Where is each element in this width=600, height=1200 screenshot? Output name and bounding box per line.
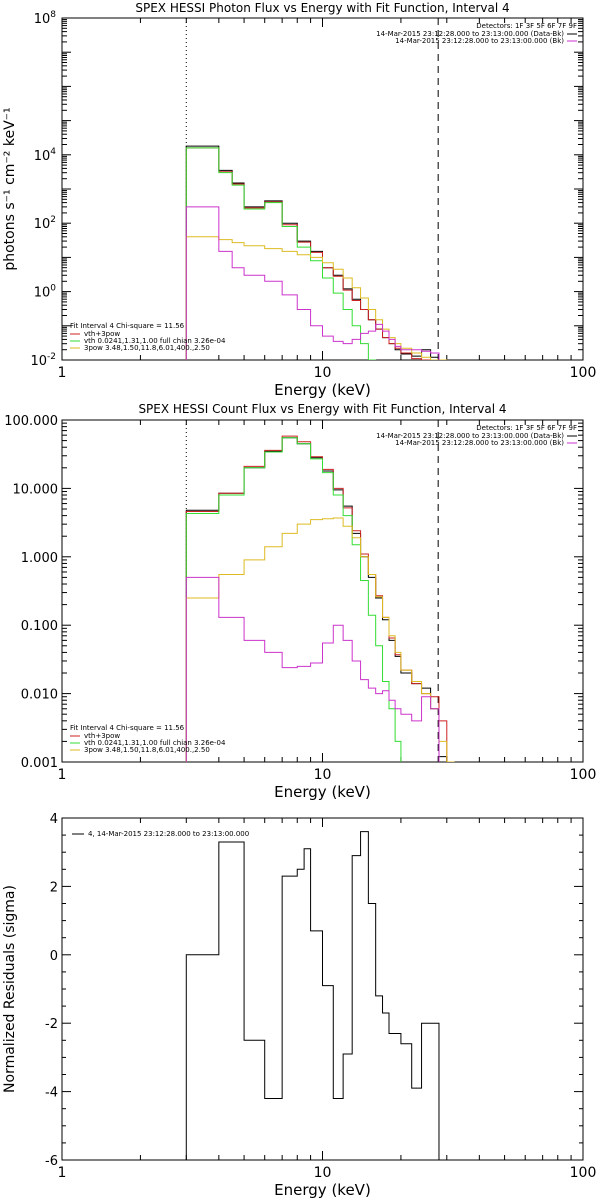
- y-tick-exponent: 4: [50, 147, 56, 157]
- y-axis-label: photons s⁻¹ cm⁻² keV⁻¹: [2, 107, 18, 270]
- y-tick-exponent: 8: [50, 10, 56, 20]
- y-tick-label: 0: [50, 949, 58, 964]
- series-vth-3pow: [185, 435, 448, 762]
- x-tick-label: 1: [58, 767, 67, 783]
- series-bk: [185, 576, 440, 762]
- y-tick-label: -2: [45, 1017, 58, 1032]
- chart-panel-3: 1 10 100 Energy (keV) -6 -4 -2 0 2 4 Normalized Re…: [2, 812, 596, 1199]
- chart-title: SPEX HESSI Photon Flux vs Energy with Fi…: [135, 1, 509, 15]
- y-tick-label: 100: [34, 284, 57, 301]
- y-tick-label: 0.010: [21, 688, 58, 703]
- y-tick-label: 108: [34, 10, 57, 27]
- legend-entry: 14-Mar-2015 23:12:28.000 to 23:13:00.000…: [376, 432, 564, 440]
- legend-entry: 14-Mar-2015 23:12:28.000 to 23:13:00.000…: [376, 30, 564, 38]
- series-data: [185, 437, 448, 762]
- x-axis-label: Energy (keV): [274, 1181, 371, 1199]
- legend-detectors: Detectors: 1F 3F 5F 6F 7F 9F: [476, 22, 577, 30]
- x-axis-label: Energy (keV): [274, 381, 371, 399]
- legend-entry: 3pow 3.48,1.50,11.8,6.01,400.,2.50: [84, 344, 210, 352]
- y-tick-label: 0.100: [21, 619, 58, 634]
- y-tick-exponent: 0: [50, 284, 56, 294]
- y-tick-label: -4: [45, 1086, 58, 1101]
- x-tick-label: 100: [570, 365, 597, 381]
- series-residuals: [185, 831, 440, 1160]
- x-tick-label: 1: [58, 1165, 67, 1181]
- y-axis-label: Normalized Residuals (sigma): [2, 885, 18, 1093]
- x-tick-label: 100: [570, 1165, 597, 1181]
- chart-panel-1: SPEX HESSI Photon Flux vs Energy with Fi…: [2, 1, 596, 399]
- y-tick-mantissa: 10: [30, 354, 47, 369]
- series-vth: [185, 147, 377, 360]
- x-tick-label: 1: [58, 365, 67, 381]
- legend-fit-header: Fit Interval 4 Chi-square = 11.56: [70, 322, 185, 330]
- plot-data: [185, 18, 448, 360]
- y-tick-exponent: -2: [47, 352, 56, 362]
- y-tick-exponent: 2: [50, 215, 56, 225]
- plot-frame: [61, 817, 584, 1161]
- series-3pow: [185, 517, 455, 762]
- plot-data: [185, 420, 455, 762]
- legend-entry: vth 0.0241,1.31,1.00 full chian 3.26e-04: [84, 739, 226, 747]
- legend-entry: 3pow 3.48,1.50,11.8,6.01,400.,2.50: [84, 746, 210, 754]
- y-tick-mantissa: 10: [34, 217, 51, 232]
- series-bk: [185, 206, 440, 360]
- x-axis-label: Energy (keV): [274, 783, 371, 801]
- y-tick-label: -6: [45, 1154, 58, 1169]
- legend-entry: 14-Mar-2015 23:12:28.000 to 23:13:00.000…: [395, 37, 564, 45]
- series-data: [185, 145, 440, 360]
- chart-panel-2: SPEX HESSI Count Flux vs Energy with Fit…: [4, 402, 596, 801]
- series-vth-3pow: [185, 147, 440, 360]
- y-tick-label: 102: [34, 215, 56, 232]
- x-tick-label: 10: [314, 1165, 332, 1181]
- plot-data: [185, 831, 440, 1160]
- y-tick-mantissa: 10: [34, 286, 51, 301]
- y-tick-label: 10-2: [30, 352, 56, 369]
- legend-entry: vth 0.0241,1.31,1.00 full chian 3.26e-04: [84, 337, 226, 345]
- legend-entry: vth+3pow: [84, 732, 120, 740]
- x-tick-label: 100: [570, 767, 597, 783]
- chart-title: SPEX HESSI Count Flux vs Energy with Fit…: [138, 402, 506, 416]
- y-tick-label: 104: [34, 147, 57, 164]
- x-tick-label: 10: [314, 365, 332, 381]
- y-tick-label: 4: [50, 812, 58, 827]
- x-tick-label: 10: [314, 767, 332, 783]
- series-3pow: [185, 236, 448, 360]
- y-tick-label: 1.000: [21, 551, 58, 566]
- y-tick-label: 10.000: [13, 482, 59, 497]
- y-tick-label: 0.001: [21, 756, 58, 771]
- y-tick-mantissa: 10: [34, 149, 51, 164]
- y-tick-label: 2: [50, 880, 58, 895]
- series-vth: [185, 437, 402, 762]
- legend-entry: 14-Mar-2015 23:12:28.000 to 23:13:00.000…: [395, 439, 564, 447]
- legend-fit-header: Fit Interval 4 Chi-square = 11.56: [70, 724, 185, 732]
- y-tick-mantissa: 10: [34, 12, 51, 27]
- y-tick-label: 100.000: [4, 414, 58, 429]
- legend-entry: 4, 14-Mar-2015 23:12:28.000 to 23:13:00.…: [88, 830, 249, 838]
- legend-entry: vth+3pow: [84, 330, 120, 338]
- legend-detectors: Detectors: 1F 3F 5F 6F 7F 9F: [476, 424, 577, 432]
- plot-frame: [61, 17, 584, 361]
